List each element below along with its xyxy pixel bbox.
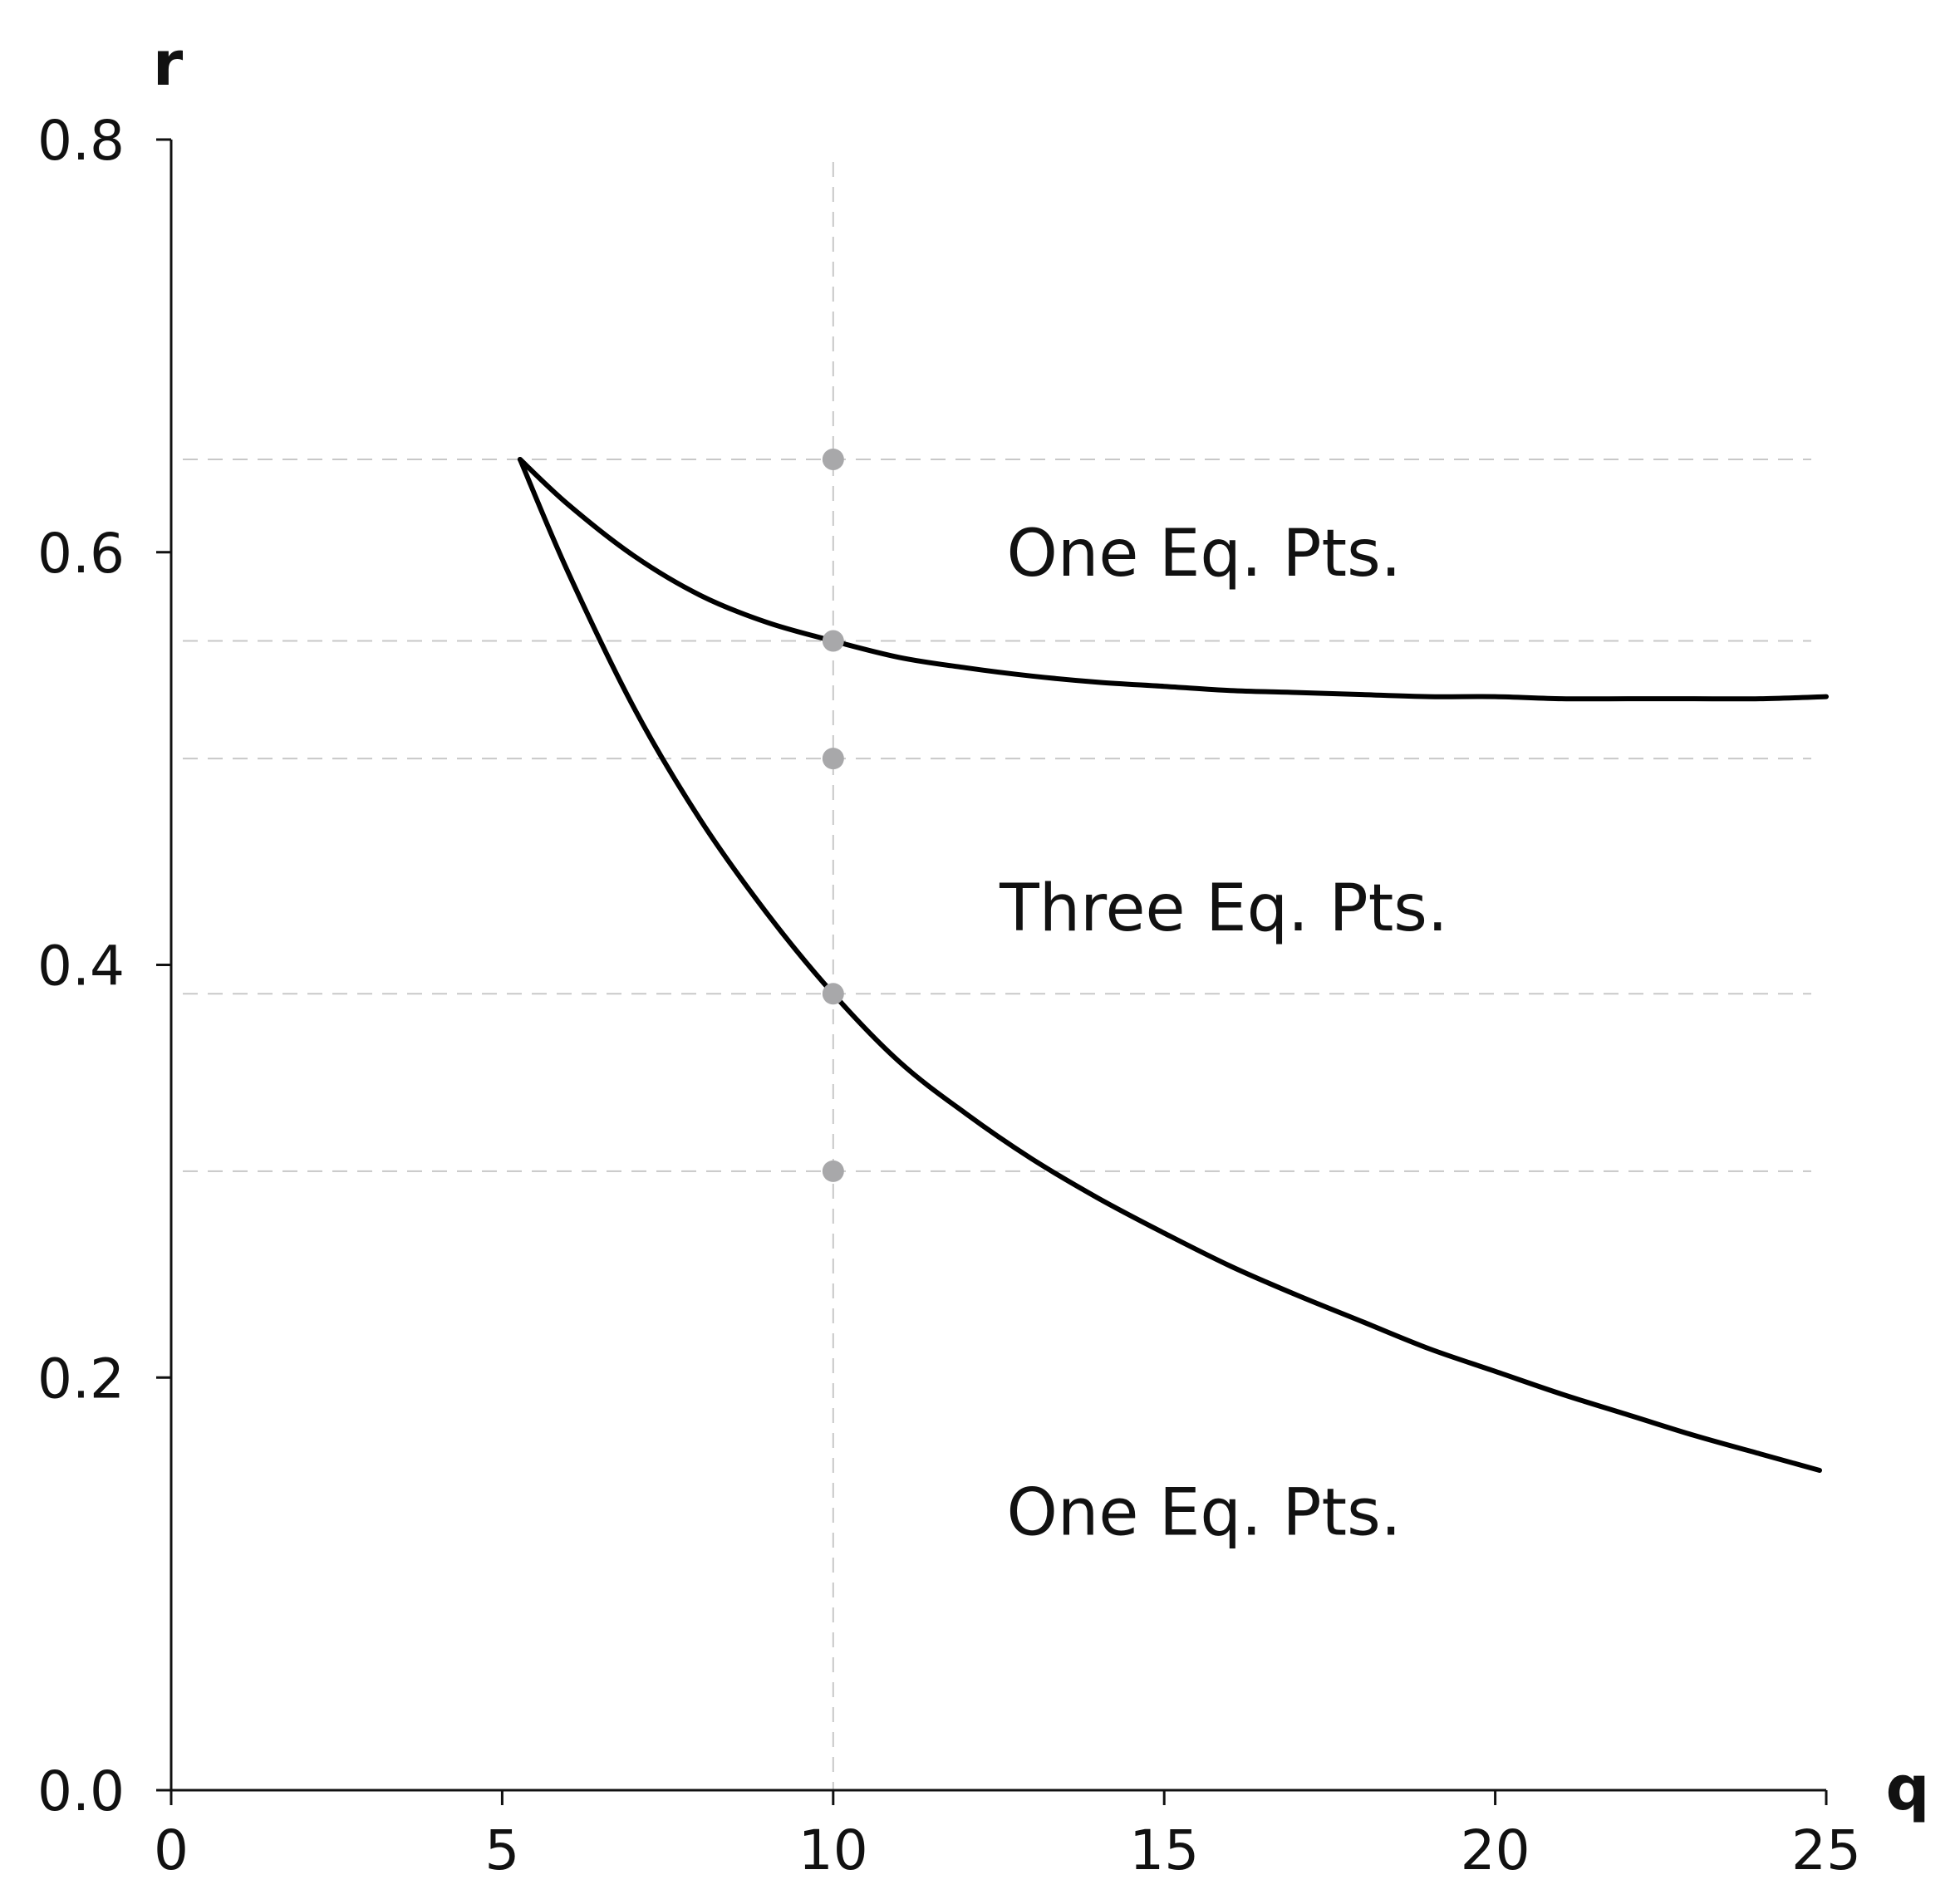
axes: 0 5 10 15 20 25 0.0 0.2 0.4 0.6 0.8 r q xyxy=(37,28,1929,1882)
region-label-upper: One Eq. Pts. xyxy=(1006,517,1401,591)
sample-point-3 xyxy=(822,983,844,1005)
x-tick-label-0: 0 xyxy=(154,1818,189,1882)
sample-point-0 xyxy=(822,448,844,470)
x-tick-label-1: 5 xyxy=(484,1818,519,1882)
y-tick-label-0: 0.0 xyxy=(37,1759,125,1823)
x-axis-title: q xyxy=(1886,1753,1930,1824)
sample-points xyxy=(822,448,844,1182)
y-tick-label-2: 0.4 xyxy=(37,935,125,999)
y-tick-label-1: 0.2 xyxy=(37,1347,125,1411)
region-label-lower: One Eq. Pts. xyxy=(1006,1476,1401,1551)
sample-point-4 xyxy=(822,1160,844,1182)
sample-point-2 xyxy=(822,748,844,770)
region-labels: One Eq. Pts. Three Eq. Pts. One Eq. Pts. xyxy=(999,517,1448,1551)
x-tick-label-4: 20 xyxy=(1461,1818,1530,1882)
reference-lines xyxy=(183,162,1811,1790)
boundary-curves xyxy=(517,457,1829,1473)
sample-point-1 xyxy=(822,630,844,652)
region-label-middle: Three Eq. Pts. xyxy=(999,871,1448,946)
lower-boundary-curve xyxy=(517,457,1822,1473)
upper-boundary-curve xyxy=(517,457,1829,702)
y-tick-label-4: 0.8 xyxy=(37,109,125,173)
x-tick-label-5: 25 xyxy=(1791,1818,1861,1882)
x-tick-label-2: 10 xyxy=(798,1818,868,1882)
y-tick-label-3: 0.6 xyxy=(37,522,125,586)
y-axis-title: r xyxy=(153,28,184,100)
x-tick-label-3: 15 xyxy=(1129,1818,1199,1882)
